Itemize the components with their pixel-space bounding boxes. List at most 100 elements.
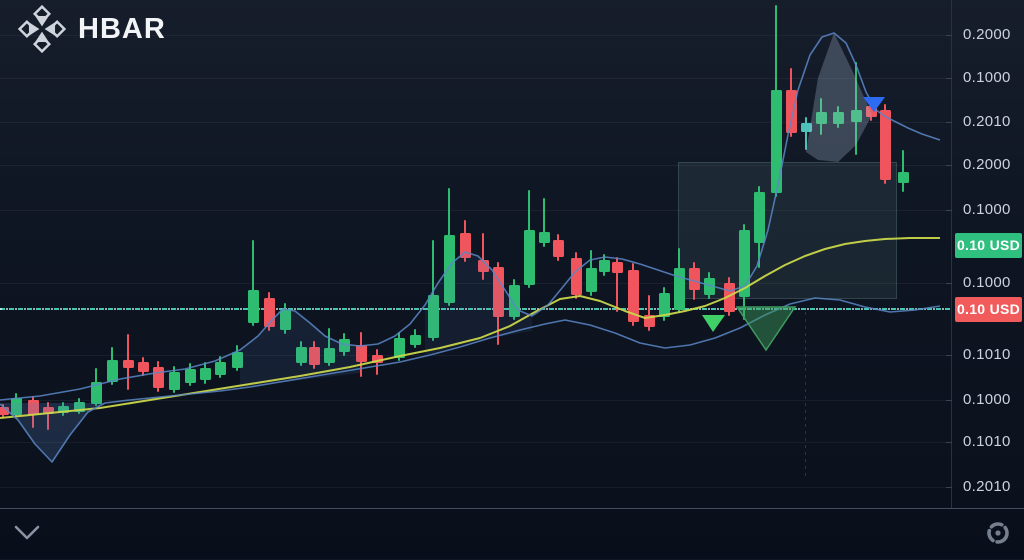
candle[interactable]	[658, 293, 670, 317]
candle[interactable]	[673, 268, 685, 310]
candle[interactable]	[263, 298, 275, 327]
candle[interactable]	[800, 123, 812, 132]
candle[interactable]	[152, 367, 164, 388]
candle-wick	[902, 150, 904, 192]
axis-price-label: 0.2010	[963, 113, 1011, 130]
page-title: HBAR	[78, 12, 166, 45]
candle[interactable]	[585, 268, 597, 292]
sell-signal-blue-triangle	[863, 97, 885, 112]
reload-chart-button[interactable]	[982, 517, 1014, 549]
candle[interactable]	[643, 315, 655, 327]
gridline	[0, 165, 951, 166]
candle[interactable]	[90, 382, 102, 404]
candle[interactable]	[523, 230, 535, 285]
candle-wick	[543, 198, 545, 247]
candle[interactable]	[703, 278, 715, 295]
axis-tick	[946, 122, 952, 123]
candle-wick	[482, 233, 484, 280]
candle[interactable]	[295, 347, 307, 363]
vertical-dashed-guide	[805, 312, 806, 478]
candle[interactable]	[199, 368, 211, 380]
candle[interactable]	[477, 260, 489, 272]
collapse-panel-button[interactable]	[10, 518, 44, 548]
price-axis-scale[interactable]: 0.2000 0.1000 0.2010 0.2000 0.1000 0.1000 0.10…	[946, 0, 1024, 508]
price-badge-up: 0.10 USD	[955, 232, 1022, 258]
candle[interactable]	[538, 232, 550, 243]
price-badge-down: 0.10 USD	[955, 296, 1022, 322]
gridline	[0, 210, 951, 211]
candle[interactable]	[371, 355, 383, 363]
candle[interactable]	[73, 402, 85, 412]
axis-price-label: 0.1000	[963, 69, 1011, 86]
candle[interactable]	[897, 172, 909, 183]
candle[interactable]	[785, 90, 797, 133]
axis-tick	[946, 35, 952, 36]
candle[interactable]	[443, 235, 455, 303]
candle[interactable]	[214, 362, 226, 375]
candle[interactable]	[552, 240, 564, 257]
candle[interactable]	[393, 338, 405, 358]
bump-2	[425, 252, 532, 355]
axis-price-label: 0.1000	[963, 391, 1011, 408]
axis-tick	[946, 210, 952, 211]
axis-tick	[946, 442, 952, 443]
candle[interactable]	[10, 398, 22, 415]
candle[interactable]	[27, 400, 39, 415]
header: HBAR	[0, 0, 166, 58]
bump-1	[240, 309, 360, 388]
candle[interactable]	[184, 369, 196, 383]
axis-price-label: 0.1010	[963, 433, 1011, 450]
candle[interactable]	[865, 106, 877, 117]
right-mountain	[806, 33, 872, 162]
candle-wick	[252, 240, 254, 326]
candle[interactable]	[738, 230, 750, 297]
gridline	[0, 355, 951, 356]
candle[interactable]	[815, 112, 827, 124]
candle[interactable]	[832, 112, 844, 124]
footer-toolbar	[0, 508, 1024, 560]
candle[interactable]	[57, 406, 69, 413]
axis-price-label: 0.1000	[963, 201, 1011, 218]
candle[interactable]	[879, 110, 891, 180]
candle[interactable]	[723, 283, 735, 312]
candle[interactable]	[459, 233, 471, 258]
candle[interactable]	[427, 295, 439, 338]
candle[interactable]	[231, 352, 243, 368]
candle[interactable]	[688, 268, 700, 290]
indicator-overlay-layer	[0, 32, 941, 463]
candle[interactable]	[753, 192, 765, 243]
axis-tick	[946, 355, 952, 356]
candle[interactable]	[42, 407, 54, 414]
candle[interactable]	[122, 360, 134, 368]
candle-wick	[616, 257, 618, 312]
candle[interactable]	[279, 310, 291, 330]
candle[interactable]	[0, 407, 9, 415]
candle[interactable]	[323, 348, 335, 363]
candle[interactable]	[770, 90, 782, 193]
candle[interactable]	[508, 285, 520, 317]
axis-price-label: 0.1010	[963, 346, 1011, 363]
candle[interactable]	[627, 270, 639, 322]
candle[interactable]	[611, 262, 623, 273]
candle[interactable]	[106, 360, 118, 382]
candle[interactable]	[355, 345, 367, 362]
chevron-down-icon	[14, 525, 40, 540]
gridline	[0, 122, 951, 123]
candle[interactable]	[850, 110, 862, 122]
axis-tick	[946, 78, 952, 79]
axis-tick	[946, 487, 952, 488]
candle[interactable]	[492, 267, 504, 317]
candle[interactable]	[570, 258, 582, 295]
candle[interactable]	[247, 290, 259, 323]
candle[interactable]	[598, 260, 610, 272]
demand-zone-large-triangle	[735, 306, 797, 352]
candle[interactable]	[137, 362, 149, 372]
axis-price-label: 0.2000	[963, 26, 1011, 43]
chart-plot-area[interactable]	[0, 0, 951, 508]
candle[interactable]	[338, 339, 350, 352]
candle[interactable]	[308, 347, 320, 365]
band-lower-line	[0, 297, 941, 463]
candle[interactable]	[409, 335, 421, 345]
candle-wick	[805, 117, 807, 150]
candle[interactable]	[168, 372, 180, 390]
